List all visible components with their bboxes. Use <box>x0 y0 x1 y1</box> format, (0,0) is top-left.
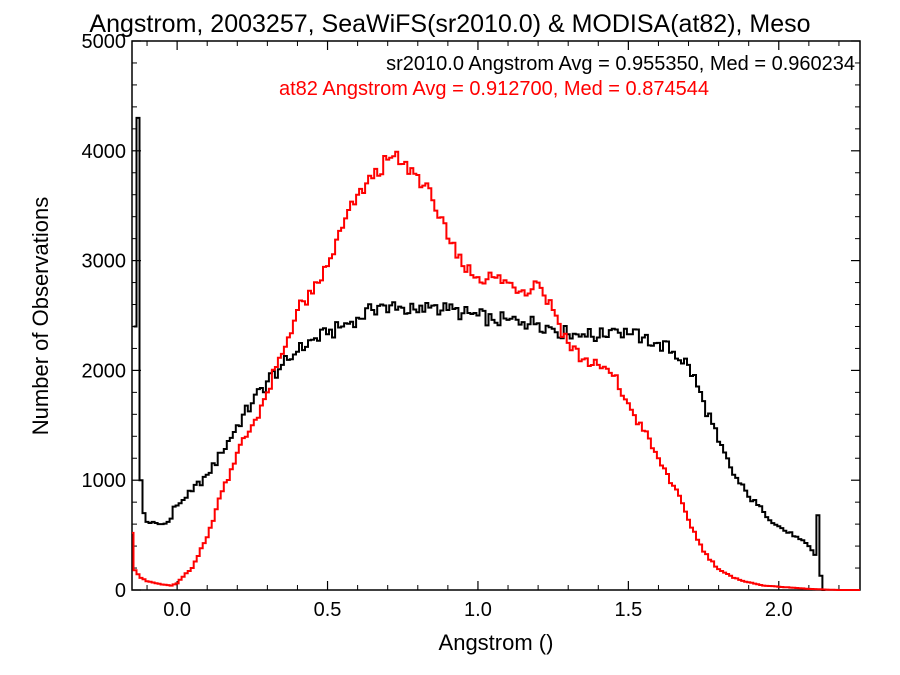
annotation-at82: at82 Angstrom Avg = 0.912700, Med = 0.87… <box>279 78 709 100</box>
x-tick-label: 0.0 <box>163 599 191 621</box>
x-tick-label: 0.5 <box>314 599 342 621</box>
annotation-sr2010: sr2010.0 Angstrom Avg = 0.955350, Med = … <box>386 53 855 75</box>
y-axis: 0 1000 2000 3000 4000 5000 <box>82 31 860 602</box>
y-tick-label: 5000 <box>82 31 127 53</box>
chart-title: Angstrom, 2003257, SeaWiFS(sr2010.0) & M… <box>89 10 810 38</box>
y-axis-label: Number of Observations <box>28 197 53 435</box>
series-line-black <box>133 116 826 591</box>
series-layer <box>132 116 860 591</box>
x-tick-label: 1.0 <box>464 599 492 621</box>
series-line-red <box>132 150 860 591</box>
y-tick-label: 4000 <box>82 141 127 163</box>
x-tick-label: 1.5 <box>614 599 642 621</box>
y-tick-label: 3000 <box>82 251 127 273</box>
x-axis-label: Angstrom () <box>439 630 554 655</box>
y-tick-label: 2000 <box>82 360 127 382</box>
plot-frame <box>131 40 861 591</box>
x-axis: 0.0 0.5 1.0 1.5 2.0 <box>146 41 840 621</box>
y-tick-label: 0 <box>115 580 126 602</box>
y-tick-label: 1000 <box>82 470 127 492</box>
x-tick-label: 2.0 <box>765 599 793 621</box>
